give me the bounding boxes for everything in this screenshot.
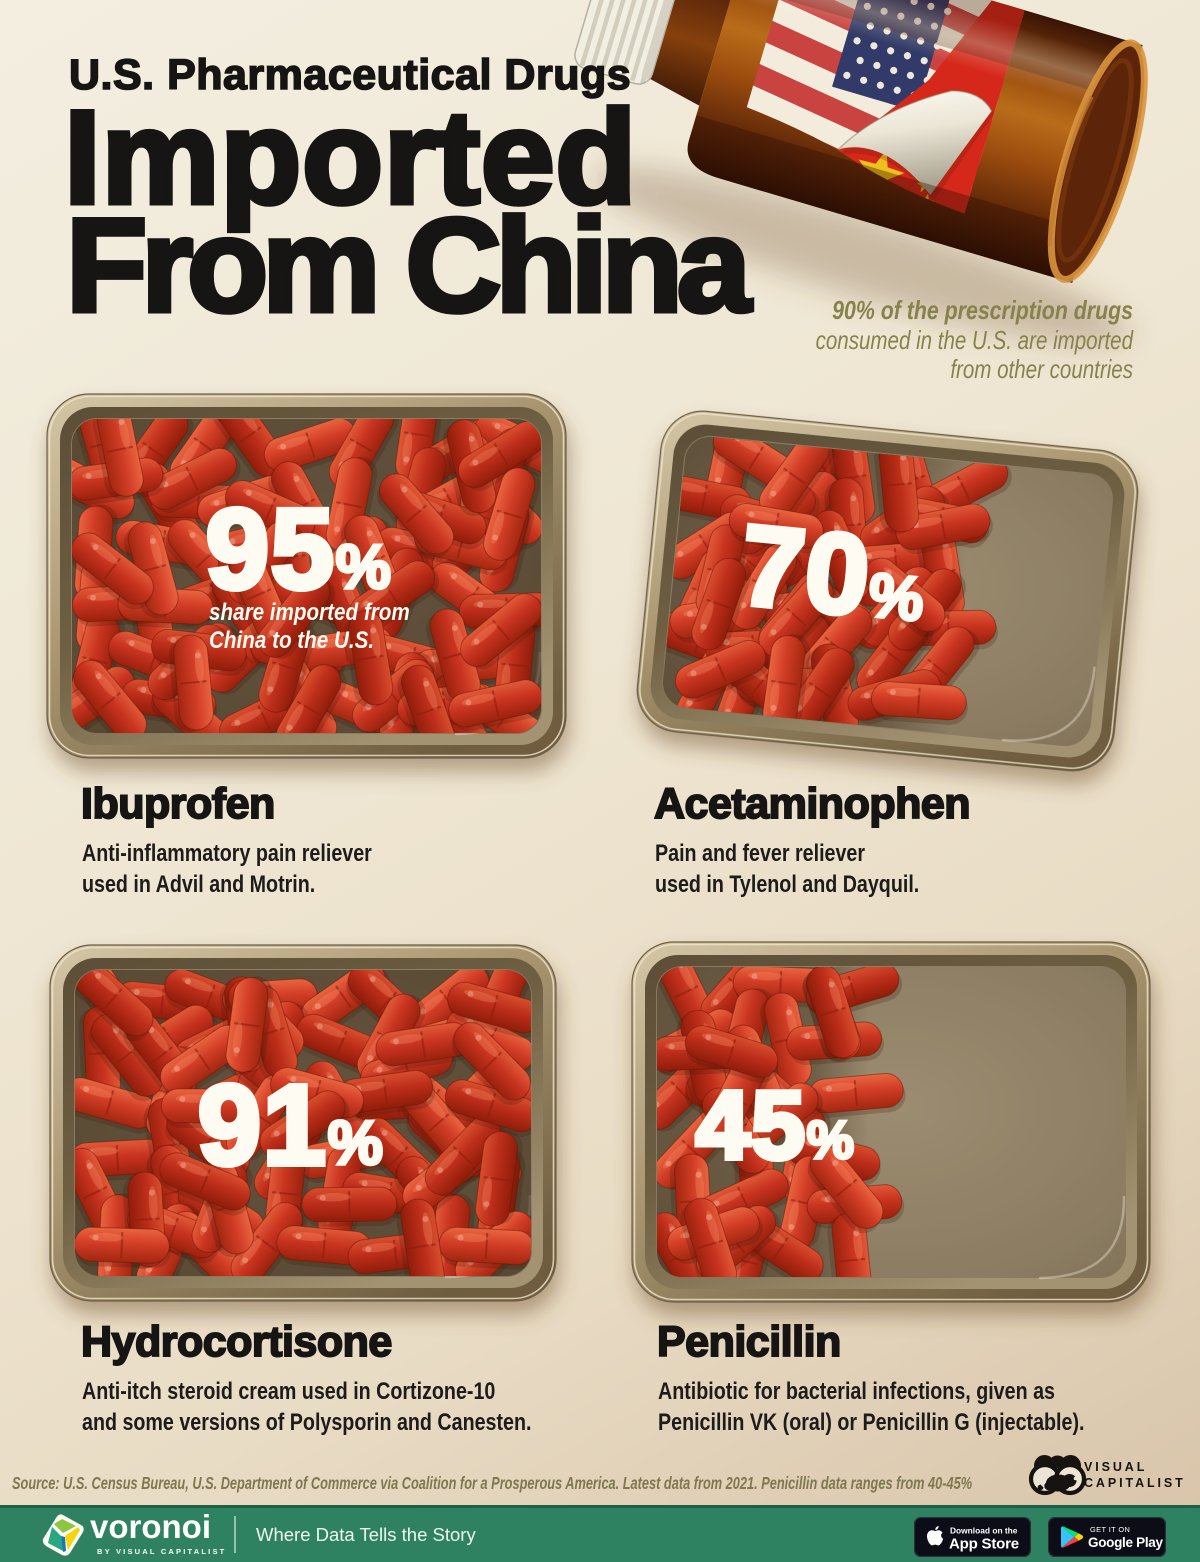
svg-text:App Store: App Store xyxy=(949,1536,1019,1553)
svg-text:VISUAL: VISUAL xyxy=(1084,1460,1147,1474)
svg-text:Download on the: Download on the xyxy=(950,1526,1018,1536)
svg-text:CAPITALIST: CAPITALIST xyxy=(1084,1476,1186,1490)
svg-text:Google Play: Google Play xyxy=(1088,1535,1164,1550)
svg-text:GET IT ON: GET IT ON xyxy=(1090,1525,1130,1534)
